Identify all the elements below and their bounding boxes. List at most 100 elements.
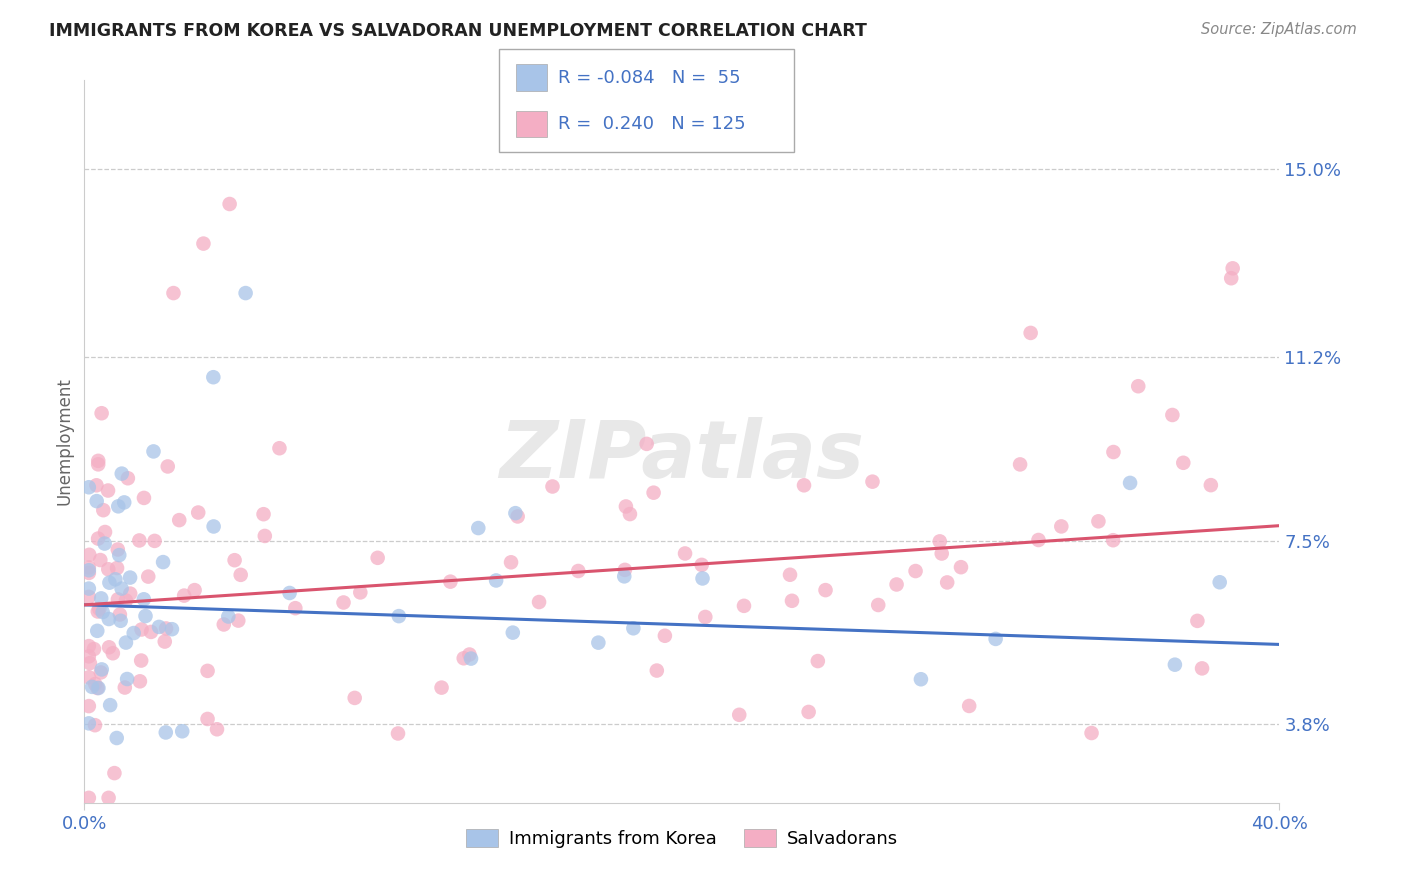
- Point: [108, 607, 131, 622]
- Point: [98, 575, 121, 590]
- Point: [98, 698, 121, 712]
- Point: [1102, 445, 1125, 459]
- Point: [83, 642, 105, 657]
- Point: [129, 654, 152, 668]
- Point: [77, 790, 100, 805]
- Point: [1128, 379, 1150, 393]
- Point: [253, 529, 276, 543]
- Point: [957, 698, 980, 713]
- Point: [107, 592, 129, 607]
- Point: [139, 624, 162, 639]
- Point: [172, 724, 194, 739]
- Point: [86, 478, 108, 492]
- Point: [84, 718, 107, 732]
- Point: [143, 533, 166, 548]
- Point: [453, 651, 475, 665]
- Point: [77, 649, 100, 664]
- Text: IMMIGRANTS FROM KOREA VS SALVADORAN UNEMPLOYMENT CORRELATION CHART: IMMIGRANTS FROM KOREA VS SALVADORAN UNEM…: [49, 22, 868, 40]
- Point: [793, 478, 815, 492]
- Point: [1164, 657, 1187, 672]
- Point: [77, 560, 100, 574]
- Point: [278, 586, 301, 600]
- Text: R =  0.240   N = 125: R = 0.240 N = 125: [558, 115, 745, 133]
- Point: [224, 553, 246, 567]
- Point: [86, 494, 108, 508]
- Point: [87, 458, 110, 472]
- Point: [654, 629, 676, 643]
- Point: [84, 677, 107, 691]
- Point: [111, 582, 134, 596]
- Point: [89, 553, 111, 567]
- Point: [97, 562, 120, 576]
- Point: [173, 589, 195, 603]
- Point: [614, 500, 637, 514]
- Text: Source: ZipAtlas.com: Source: ZipAtlas.com: [1201, 22, 1357, 37]
- Point: [621, 621, 644, 635]
- Point: [148, 620, 170, 634]
- Point: [645, 664, 668, 678]
- Point: [104, 572, 127, 586]
- Point: [111, 467, 134, 481]
- Point: [87, 681, 110, 695]
- Point: [86, 681, 108, 695]
- Point: [430, 681, 453, 695]
- Point: [506, 509, 529, 524]
- Point: [269, 441, 291, 455]
- Point: [1209, 575, 1232, 590]
- Y-axis label: Unemployment: Unemployment: [55, 377, 73, 506]
- Point: [132, 491, 155, 505]
- Point: [728, 707, 751, 722]
- Point: [619, 507, 641, 521]
- Point: [1080, 726, 1102, 740]
- Point: [862, 475, 884, 489]
- Point: [103, 766, 125, 780]
- Point: [77, 480, 100, 494]
- Point: [77, 716, 100, 731]
- Point: [136, 569, 159, 583]
- Point: [77, 590, 100, 604]
- Point: [733, 599, 755, 613]
- Point: [110, 614, 132, 628]
- Point: [212, 617, 235, 632]
- Point: [90, 406, 112, 420]
- Point: [117, 471, 139, 485]
- Point: [613, 563, 636, 577]
- Text: R = -0.084   N =  55: R = -0.084 N = 55: [558, 69, 741, 87]
- Text: ZIPatlas: ZIPatlas: [499, 417, 865, 495]
- Point: [928, 534, 950, 549]
- Point: [1010, 458, 1032, 472]
- Point: [541, 479, 564, 493]
- Point: [77, 548, 100, 562]
- Point: [949, 560, 972, 574]
- Point: [90, 591, 112, 606]
- Point: [108, 548, 131, 562]
- Point: [485, 574, 508, 588]
- Point: [156, 459, 179, 474]
- Point: [1187, 614, 1209, 628]
- Point: [128, 533, 150, 548]
- Point: [613, 569, 636, 583]
- Point: [91, 605, 114, 619]
- Point: [167, 513, 190, 527]
- Point: [779, 567, 801, 582]
- Point: [160, 622, 183, 636]
- Point: [80, 680, 103, 694]
- Point: [87, 532, 110, 546]
- Point: [636, 437, 658, 451]
- Point: [115, 593, 138, 607]
- Point: [153, 634, 176, 648]
- Point: [807, 654, 830, 668]
- Point: [588, 635, 610, 649]
- Point: [77, 563, 100, 577]
- Point: [692, 571, 714, 585]
- Point: [252, 507, 274, 521]
- Point: [91, 503, 114, 517]
- Point: [332, 595, 354, 609]
- Point: [458, 648, 481, 662]
- Point: [120, 586, 142, 600]
- Point: [235, 286, 257, 301]
- Point: [98, 640, 121, 655]
- Legend: Immigrants from Korea, Salvadorans: Immigrants from Korea, Salvadorans: [458, 822, 905, 855]
- Point: [90, 662, 112, 676]
- Point: [187, 506, 209, 520]
